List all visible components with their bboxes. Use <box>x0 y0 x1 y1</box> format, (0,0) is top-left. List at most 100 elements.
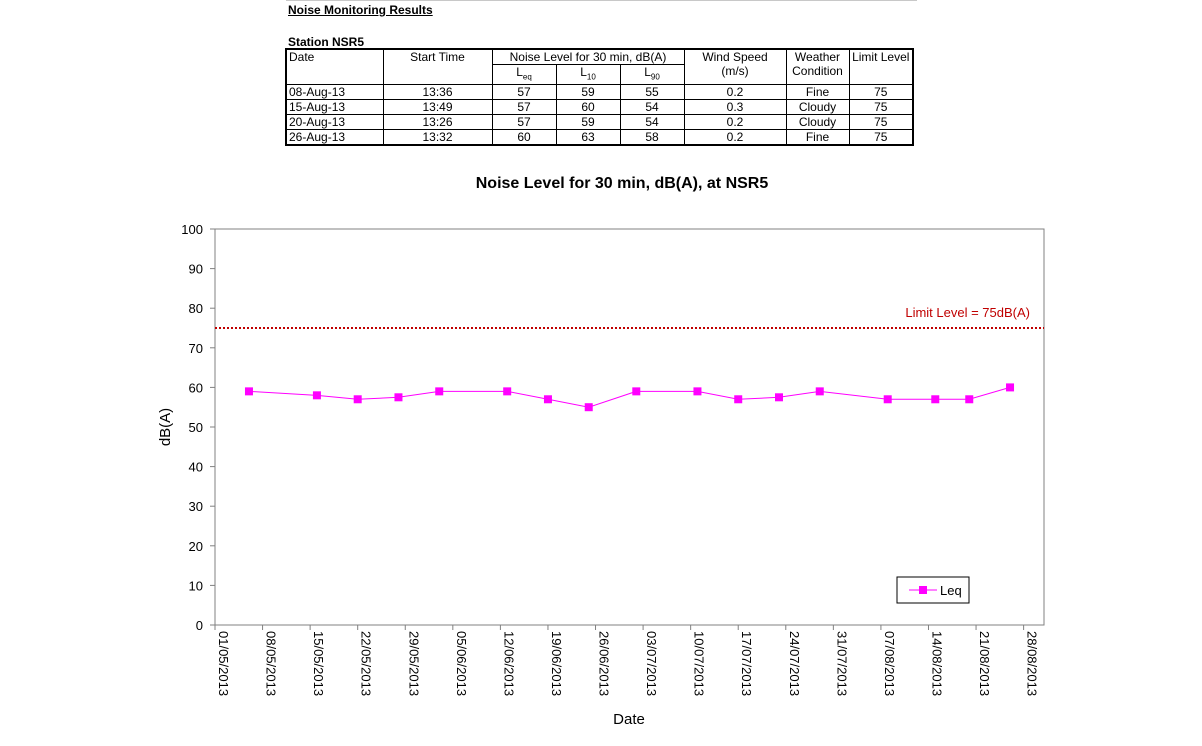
x-tick-label: 31/07/2013 <box>834 631 849 696</box>
header-l10-base: L <box>580 65 587 79</box>
data-point-leq <box>693 387 702 396</box>
header-weather-label: Weather <box>794 50 841 64</box>
cell-weather: Fine <box>785 129 850 146</box>
x-tick-label: 29/05/2013 <box>406 631 421 696</box>
table-subheader-row: Leq L10 L90 <box>286 63 913 86</box>
y-tick-label: 10 <box>189 578 203 593</box>
x-tick-label: 22/05/2013 <box>359 631 374 696</box>
x-tick-label: 12/06/2013 <box>501 631 516 696</box>
x-tick-label: 03/07/2013 <box>644 631 659 696</box>
section-title: Noise Monitoring Results <box>288 3 433 17</box>
cell-l10: 59 <box>555 114 621 131</box>
y-tick-label: 0 <box>196 618 203 633</box>
data-point-leq <box>353 395 362 404</box>
data-point-leq <box>883 395 892 404</box>
x-tick-label: 21/08/2013 <box>977 631 992 696</box>
cell-time: 13:49 <box>382 99 493 116</box>
table-row: 08-Aug-13 13:36 57 59 55 0.2 Fine 75 <box>285 84 914 101</box>
series-group <box>244 383 1015 412</box>
y-axis: 0 10 20 30 40 50 60 70 80 90 100 <box>181 222 215 633</box>
y-tick-label: 100 <box>181 222 203 237</box>
x-tick-label: 19/06/2013 <box>549 631 564 696</box>
header-leq: Leq <box>491 63 557 86</box>
y-tick-label: 80 <box>189 301 203 316</box>
y-tick-label: 50 <box>189 420 203 435</box>
header-leq-base: L <box>516 65 523 79</box>
header-condition-label: Condition <box>792 64 843 78</box>
cell-leq: 60 <box>491 129 557 146</box>
y-tick-label: 40 <box>189 460 203 475</box>
x-tick-label: 07/08/2013 <box>882 631 897 696</box>
cell-l90: 58 <box>619 129 685 146</box>
sheet-top-rule <box>286 0 917 1</box>
x-tick-label: 10/07/2013 <box>692 631 707 696</box>
x-tick-label: 24/07/2013 <box>787 631 802 696</box>
x-tick-label: 05/06/2013 <box>454 631 469 696</box>
x-axis-label: Date <box>613 711 645 728</box>
station-title: Station NSR5 <box>288 35 365 49</box>
table-row: 15-Aug-13 13:49 57 60 54 0.3 Cloudy 75 <box>285 99 914 116</box>
y-tick-label: 70 <box>189 341 203 356</box>
header-wind-speed-label: Wind Speed <box>702 50 768 64</box>
data-point-leq <box>632 387 641 396</box>
data-point-leq <box>312 391 321 400</box>
x-tick-label: 08/05/2013 <box>264 631 279 696</box>
data-point-leq <box>244 387 253 396</box>
x-tick-label: 15/05/2013 <box>311 631 326 696</box>
header-l90-sub: 90 <box>650 72 660 82</box>
data-point-leq <box>394 393 403 402</box>
y-tick-label: 60 <box>189 380 203 395</box>
y-tick-label: 30 <box>189 499 203 514</box>
legend-marker <box>919 586 927 594</box>
y-tick-label: 90 <box>189 262 203 277</box>
x-tick-label: 14/08/2013 <box>929 631 944 696</box>
legend-label: Leq <box>940 583 962 598</box>
x-tick-label: 01/05/2013 <box>216 631 231 696</box>
header-start-time: Start Time <box>382 48 493 86</box>
cell-l10: 63 <box>555 129 621 146</box>
header-l10-sub: 10 <box>586 72 596 82</box>
plot-frame <box>214 228 1045 626</box>
data-point-leq <box>965 395 974 404</box>
data-point-leq <box>815 387 824 396</box>
data-point-leq <box>734 395 743 404</box>
cell-limit: 75 <box>848 129 914 146</box>
cell-date: 08-Aug-13 <box>285 84 384 101</box>
data-point-leq <box>584 403 593 412</box>
header-wind-speed-unit: (m/s) <box>721 64 749 78</box>
data-point-leq <box>1006 383 1015 392</box>
cell-date: 20-Aug-13 <box>285 114 384 131</box>
cell-date: 26-Aug-13 <box>285 129 384 146</box>
limit-line-label: Limit Level = 75dB(A) <box>905 305 1030 320</box>
header-wind-speed: Wind Speed (m/s) <box>683 48 787 86</box>
data-point-leq <box>931 395 940 404</box>
table-row: 26-Aug-13 13:32 60 63 58 0.2 Fine 75 <box>285 129 914 146</box>
chart-title: Noise Level for 30 min, dB(A), at NSR5 <box>476 175 769 192</box>
data-point-leq <box>503 387 512 396</box>
y-axis-label: dB(A) <box>157 408 174 446</box>
table-row: 20-Aug-13 13:26 57 59 54 0.2 Cloudy 75 <box>285 114 914 131</box>
cell-weather: Cloudy <box>785 114 850 131</box>
x-axis: 01/05/2013 08/05/2013 15/05/2013 22/05/2013… <box>214 625 1040 696</box>
cell-time: 13:32 <box>382 129 493 146</box>
table-header-row: Date Start Time Noise Level for 30 min, … <box>285 48 914 86</box>
header-l90-base: L <box>644 65 651 79</box>
limit-line-group: Limit Level = 75dB(A) <box>215 305 1044 329</box>
header-l90: L90 <box>619 63 685 86</box>
x-tick-label: 17/07/2013 <box>739 631 754 696</box>
x-tick-label: 26/06/2013 <box>597 631 612 696</box>
y-tick-label: 20 <box>189 539 203 554</box>
header-date: Date <box>285 48 384 86</box>
data-point-leq <box>543 395 552 404</box>
cell-limit: 75 <box>848 114 914 131</box>
legend: Leq <box>896 576 970 604</box>
header-l10: L10 <box>555 63 621 86</box>
cell-wind: 0.3 <box>683 99 787 116</box>
results-table: Date Start Time Noise Level for 30 min, … <box>285 48 914 147</box>
data-point-leq <box>435 387 444 396</box>
header-leq-sub: eq <box>522 72 532 82</box>
data-point-leq <box>774 393 783 402</box>
x-tick-label: 28/08/2013 <box>1025 631 1040 696</box>
